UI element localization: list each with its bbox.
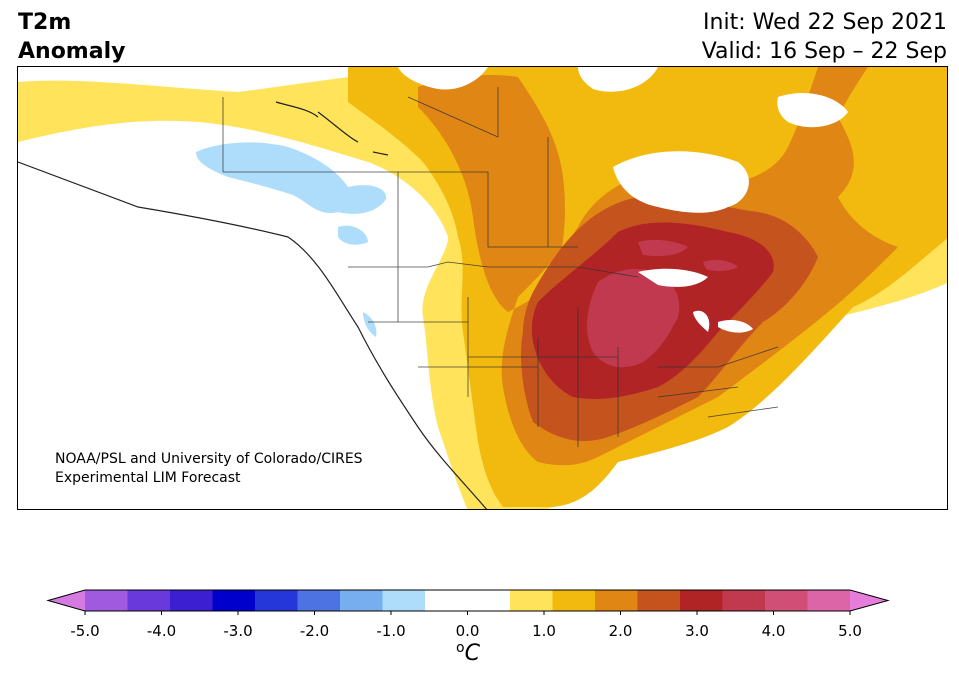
colorbar-tick-label: 2.0	[608, 622, 633, 640]
colorbar-cell	[467, 590, 511, 611]
colorbar-tick-label: 0.0	[455, 622, 480, 640]
colorbar-cell	[510, 590, 553, 611]
anomaly-fill-3-0	[586, 239, 738, 368]
colorbar-cell	[170, 590, 213, 611]
colorbar-tick-label: 3.0	[685, 622, 709, 640]
colorbar-cell	[212, 590, 256, 611]
map-svg	[18, 67, 947, 509]
colorbar-over-arrow	[850, 590, 888, 611]
hudson-bay	[613, 151, 749, 213]
anomaly-fill-neg	[196, 142, 387, 337]
credit-text: NOAA/PSL and University of Colorado/CIRE…	[55, 451, 363, 486]
colorbar-cell	[127, 590, 171, 611]
colorbar-tick-label: 1.0	[532, 622, 556, 640]
colorbar-tick-label: -4.0	[146, 622, 177, 640]
colorbar-tick-label: 5.0	[838, 622, 862, 640]
coastlines	[18, 101, 488, 509]
colorbar-cell	[425, 590, 468, 611]
colorbar-tick-label: -1.0	[376, 622, 406, 640]
unit-label: oC	[456, 640, 480, 666]
great-lakes	[638, 268, 753, 333]
colorbar-cell	[765, 590, 808, 611]
colorbar-tick-label: -3.0	[223, 622, 253, 640]
colorbar-tick-label: 4.0	[761, 622, 786, 640]
colorbar-tick-label: -5.0	[70, 622, 100, 640]
colorbar-under-arrow	[48, 590, 85, 611]
colorbar-cell	[595, 590, 638, 611]
colorbar-cell	[722, 590, 766, 611]
colorbar-cell	[637, 590, 681, 611]
colorbar-cell	[382, 590, 426, 611]
colorbar-cell	[340, 590, 383, 611]
colorbar-cell	[807, 590, 851, 611]
valid-dates: Init: Wed 22 Sep 2021 Valid: 16 Sep – 22…	[701, 10, 947, 64]
colorbar-cell	[297, 590, 341, 611]
colorbar-tick-label: -2.0	[299, 622, 330, 640]
arctic-islands	[398, 67, 848, 128]
map-title: T2m Anomaly	[18, 10, 126, 64]
colorbar-cells	[46, 589, 890, 615]
political-borders	[222, 87, 779, 447]
colorbar-cell	[552, 590, 596, 611]
anomaly-map	[17, 66, 948, 510]
colorbar-cell	[85, 590, 128, 611]
colorbar-cell	[680, 590, 723, 611]
colorbar-cell	[255, 590, 298, 611]
